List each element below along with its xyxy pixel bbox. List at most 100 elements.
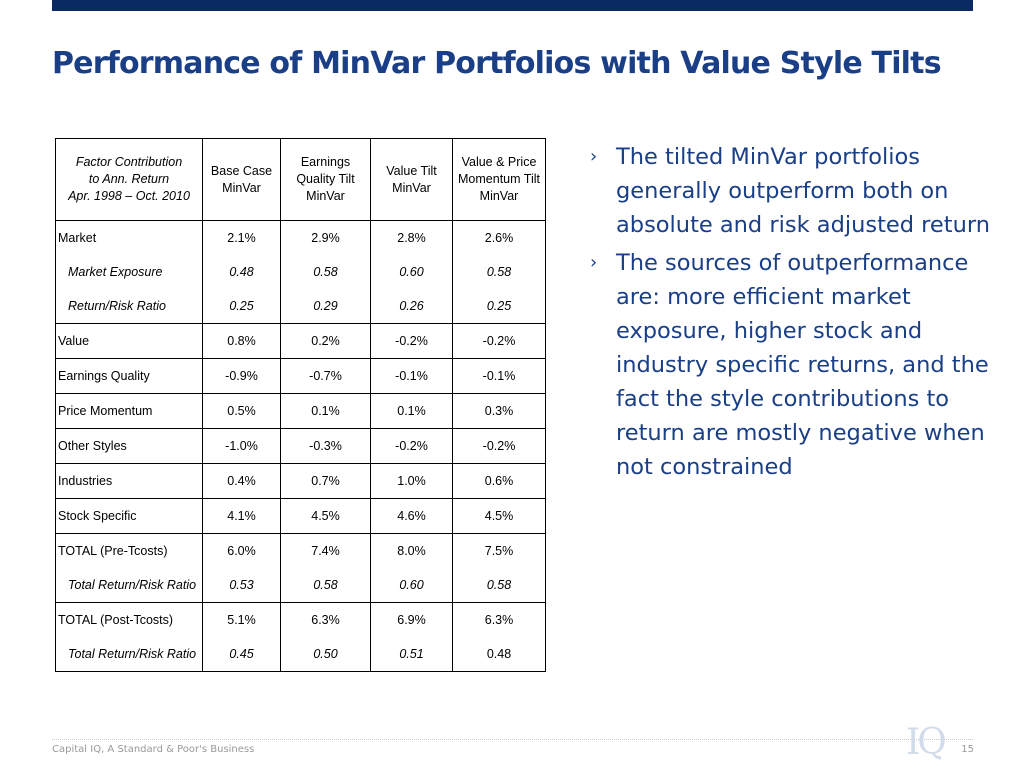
table-cell: 0.45 [202, 637, 281, 672]
table-cell: 0.25 [452, 289, 546, 324]
table-row: Total Return/Risk Ratio 0.53 0.58 0.60 0… [55, 568, 546, 603]
table-cell: -0.3% [280, 428, 371, 464]
row-label: Other Styles [55, 428, 203, 464]
table-row: TOTAL (Post-Tcosts) 5.1% 6.3% 6.9% 6.3% [55, 602, 546, 637]
table-cell: 7.4% [280, 533, 371, 568]
table-cell: 6.3% [280, 602, 371, 637]
company-logo: IQ [906, 722, 947, 763]
table-cell: 0.2% [280, 323, 371, 359]
column-header-line: MinVar [479, 189, 519, 203]
table-cell: 0.58 [280, 568, 371, 603]
bullet-list: › The tilted MinVar portfolios generally… [590, 140, 990, 488]
table-cell: 1.0% [370, 463, 453, 499]
column-header-earnings-quality-tilt: Earnings Quality Tilt MinVar [280, 138, 371, 221]
row-label: Price Momentum [55, 393, 203, 429]
bullet-item: › The sources of outperformance are: mor… [590, 246, 990, 484]
table-cell: 0.58 [452, 255, 546, 289]
row-label: Market [55, 220, 203, 255]
table-cell: -1.0% [202, 428, 281, 464]
column-header-line: Value & Price [461, 155, 537, 169]
table-row: Value 0.8% 0.2% -0.2% -0.2% [55, 323, 546, 359]
chevron-right-icon: › [590, 252, 598, 273]
table-cell: 6.0% [202, 533, 281, 568]
table-cell: 0.4% [202, 463, 281, 499]
column-header-value-price-momentum-tilt: Value & Price Momentum Tilt MinVar [452, 138, 546, 221]
row-label: TOTAL (Post-Tcosts) [55, 602, 203, 637]
table-cell: 6.9% [370, 602, 453, 637]
table-cell: -0.2% [370, 428, 453, 464]
chevron-right-icon: › [590, 146, 598, 167]
table-header-row: Factor Contribution to Ann. Return Apr. … [55, 138, 546, 221]
table-cell: 0.48 [452, 637, 546, 672]
column-header-line: Base Case [210, 163, 273, 178]
table-cell: 0.25 [202, 289, 281, 324]
bullet-text: The sources of outperformance are: more … [616, 250, 989, 480]
row-label: TOTAL (Pre-Tcosts) [55, 533, 203, 568]
table-cell: 4.6% [370, 498, 453, 534]
table-row: TOTAL (Pre-Tcosts) 6.0% 7.4% 8.0% 7.5% [55, 533, 546, 568]
bullet-text: The tilted MinVar portfolios generally o… [616, 144, 990, 238]
table-cell: 8.0% [370, 533, 453, 568]
row-label: Return/Risk Ratio [55, 289, 203, 324]
table-cell: 0.7% [280, 463, 371, 499]
row-label: Total Return/Risk Ratio [55, 568, 203, 603]
column-header-line: MinVar [306, 189, 345, 203]
table-cell: 0.51 [370, 637, 453, 672]
table-row: Earnings Quality -0.9% -0.7% -0.1% -0.1% [55, 358, 546, 394]
table-cell: 5.1% [202, 602, 281, 637]
table-row: Total Return/Risk Ratio 0.45 0.50 0.51 0… [55, 637, 546, 672]
row-label: Stock Specific [55, 498, 203, 534]
table-row: Price Momentum 0.5% 0.1% 0.1% 0.3% [55, 393, 546, 429]
column-header-line: Quality Tilt [296, 172, 355, 186]
column-header-line: MinVar [392, 180, 431, 195]
table-cell: 0.60 [370, 255, 453, 289]
table-row: Market 2.1% 2.9% 2.8% 2.6% [55, 220, 546, 255]
table-cell: 4.5% [452, 498, 546, 534]
table-row: Stock Specific 4.1% 4.5% 4.6% 4.5% [55, 498, 546, 534]
table-cell: 0.50 [280, 637, 371, 672]
table-cell: 0.1% [280, 393, 371, 429]
table-cell: 6.3% [452, 602, 546, 637]
top-accent-bar [52, 0, 973, 11]
table-cell: 2.9% [280, 220, 371, 255]
table-cell: 0.5% [202, 393, 281, 429]
table-cell: 0.58 [280, 255, 371, 289]
page-number: 15 [961, 744, 974, 755]
row-label: Value [55, 323, 203, 359]
table-cell: -0.2% [370, 323, 453, 359]
table-cell: 2.8% [370, 220, 453, 255]
row-label: Total Return/Risk Ratio [55, 637, 203, 672]
table-cell: -0.2% [452, 428, 546, 464]
table-cell: 2.1% [202, 220, 281, 255]
table-row: Industries 0.4% 0.7% 1.0% 0.6% [55, 463, 546, 499]
table-cell: 0.8% [202, 323, 281, 359]
table-row: Return/Risk Ratio 0.25 0.29 0.26 0.25 [55, 289, 546, 324]
table-row: Other Styles -1.0% -0.3% -0.2% -0.2% [55, 428, 546, 464]
factor-header-line: Apr. 1998 – Oct. 2010 [68, 189, 190, 203]
column-header-value-tilt: Value Tilt MinVar [370, 138, 453, 221]
row-label: Industries [55, 463, 203, 499]
slide-title: Performance of MinVar Portfolios with Va… [52, 46, 942, 81]
footer-divider [52, 739, 973, 740]
table-cell: 4.1% [202, 498, 281, 534]
factor-header: Factor Contribution to Ann. Return Apr. … [55, 138, 203, 221]
table-cell: 0.29 [280, 289, 371, 324]
table-cell: 0.60 [370, 568, 453, 603]
table-cell: -0.1% [370, 358, 453, 394]
table-cell: 4.5% [280, 498, 371, 534]
column-header-line: MinVar [222, 180, 261, 195]
row-label: Market Exposure [55, 255, 203, 289]
performance-table: Factor Contribution to Ann. Return Apr. … [55, 138, 546, 672]
table-cell: 0.3% [452, 393, 546, 429]
table-cell: -0.2% [452, 323, 546, 359]
table-cell: 0.58 [452, 568, 546, 603]
factor-header-line: to Ann. Return [88, 172, 170, 186]
footer-company: Capital IQ, A Standard & Poor's Business [52, 744, 255, 755]
table-cell: 2.6% [452, 220, 546, 255]
table-cell: 0.1% [370, 393, 453, 429]
column-header-base-case: Base Case MinVar [202, 138, 281, 221]
table-cell: 0.53 [202, 568, 281, 603]
table-cell: 0.48 [202, 255, 281, 289]
column-header-line: Momentum Tilt [458, 172, 540, 186]
column-header-line: Earnings [300, 155, 351, 169]
